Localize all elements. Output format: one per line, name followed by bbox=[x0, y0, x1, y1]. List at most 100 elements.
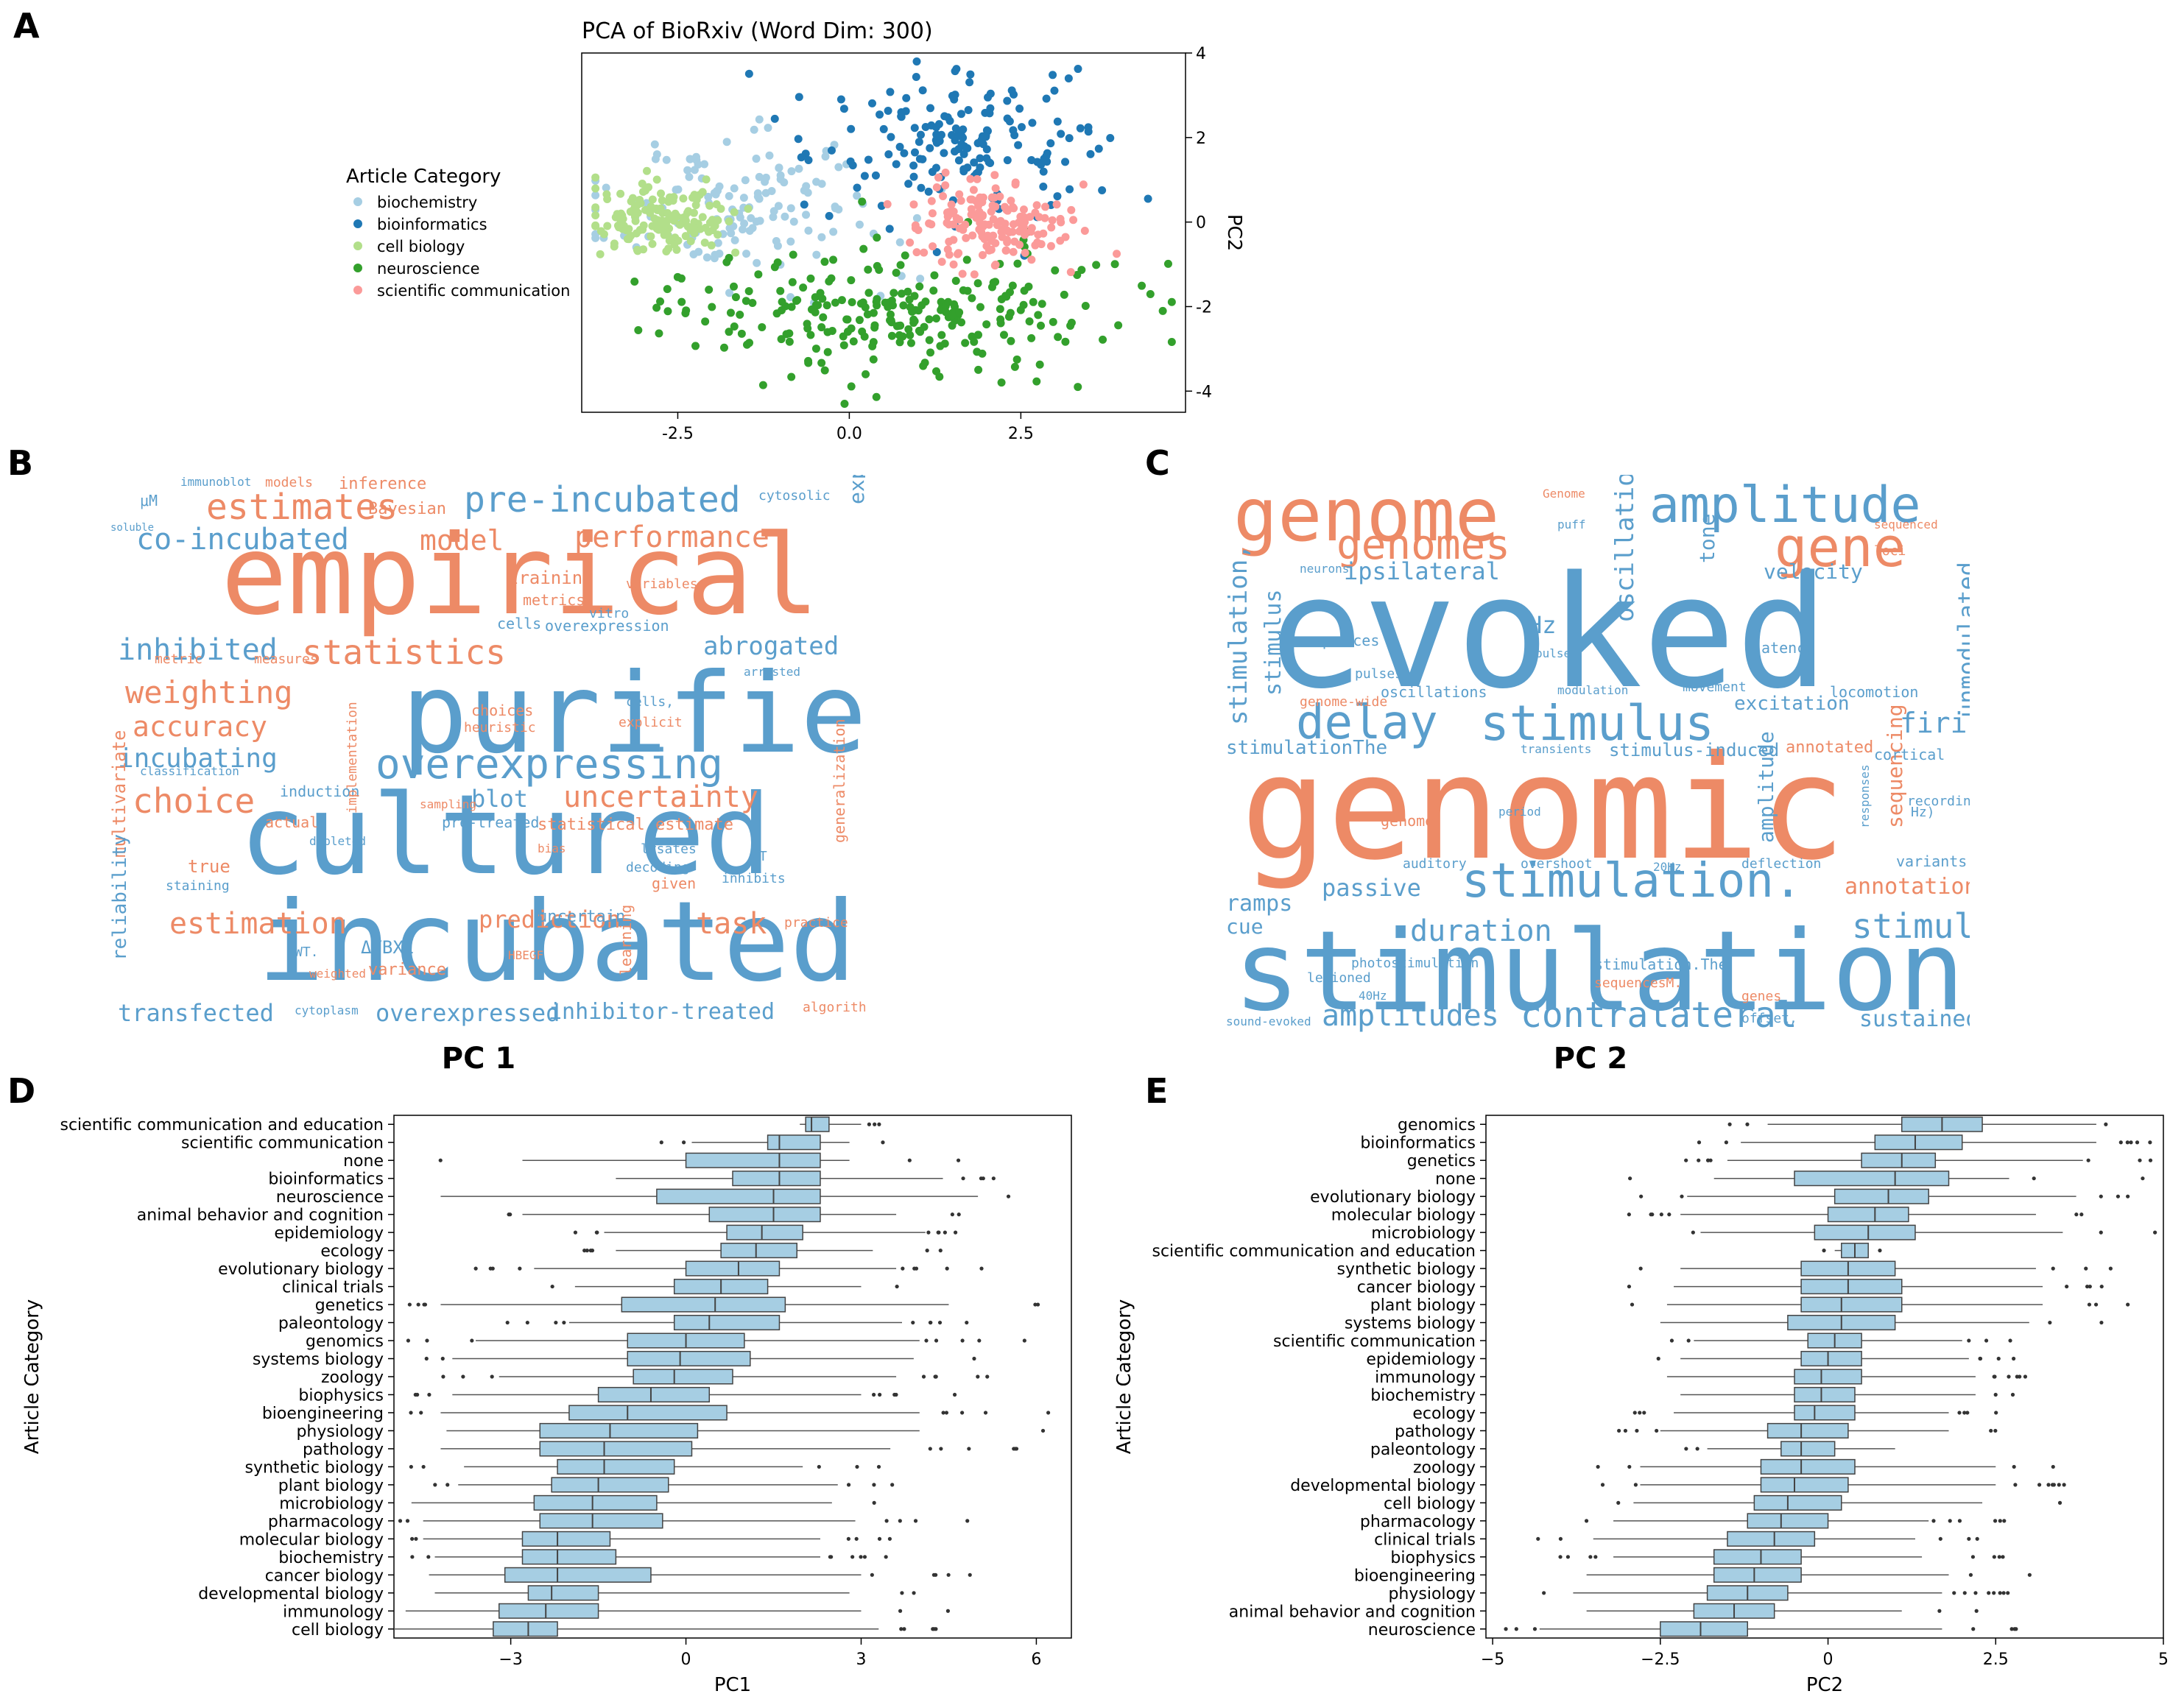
scatter-point bbox=[662, 247, 671, 256]
scatter-point bbox=[714, 230, 722, 239]
scatter-point bbox=[780, 178, 789, 187]
word-61: 40Hz bbox=[1359, 989, 1387, 1003]
box bbox=[1794, 1171, 1950, 1187]
scatter-point bbox=[918, 155, 927, 163]
word-75: soluble bbox=[110, 522, 155, 534]
scatter-point bbox=[1026, 227, 1035, 236]
word-37: latency bbox=[1753, 639, 1815, 657]
scatter-point bbox=[648, 195, 657, 204]
outlier-point bbox=[1970, 1555, 1976, 1559]
scatter-point bbox=[714, 239, 722, 247]
outlier-point bbox=[1957, 1411, 1962, 1415]
outlier-point bbox=[976, 1374, 980, 1379]
outlier-point bbox=[1639, 1194, 1644, 1199]
scatter-point bbox=[932, 183, 941, 191]
box bbox=[726, 1224, 803, 1240]
panel-label-b: B bbox=[7, 443, 34, 483]
outlier-point bbox=[957, 1212, 961, 1217]
scatter-point bbox=[726, 308, 735, 317]
scatter-point bbox=[920, 248, 929, 257]
scatter-point bbox=[786, 237, 795, 246]
word-0: evoked bbox=[1270, 543, 1829, 723]
scatter-point bbox=[916, 130, 925, 139]
scatter-point bbox=[730, 184, 739, 193]
category-label: synthetic biology bbox=[245, 1458, 384, 1477]
legend-marker bbox=[353, 219, 362, 228]
scatter-point bbox=[947, 200, 956, 209]
scatter-point bbox=[677, 297, 686, 306]
word-14: annotation bbox=[1845, 874, 1970, 900]
scatter-point bbox=[843, 328, 852, 336]
wordcloud-pc2-label: PC 2 bbox=[1553, 1042, 1628, 1076]
scatter-point bbox=[787, 167, 796, 176]
scatter-point bbox=[670, 240, 679, 249]
scatter-point bbox=[811, 308, 820, 317]
x-tick-label: 0 bbox=[681, 1651, 691, 1669]
outlier-point bbox=[902, 1627, 906, 1631]
box bbox=[1827, 1207, 1909, 1223]
category-label: paleontology bbox=[1370, 1441, 1476, 1459]
category-label: microbiology bbox=[1371, 1224, 1476, 1243]
category-label: scientific communication bbox=[1273, 1332, 1476, 1351]
outlier-point bbox=[2138, 1158, 2142, 1162]
scatter-point bbox=[937, 331, 946, 339]
scatter-point bbox=[886, 88, 895, 96]
outlier-point bbox=[977, 1338, 982, 1343]
outlier-point bbox=[2010, 1392, 2015, 1397]
outlier-point bbox=[960, 1411, 965, 1415]
scatter-point bbox=[1049, 317, 1057, 326]
scatter-point bbox=[978, 349, 987, 358]
word-55: given bbox=[652, 875, 697, 892]
scatter-point bbox=[739, 194, 748, 202]
scatter-point bbox=[730, 282, 739, 291]
scatter-point bbox=[722, 138, 731, 147]
x-tick-label: 0 bbox=[1823, 1651, 1833, 1669]
scatter-point bbox=[705, 285, 714, 294]
scatter-point bbox=[905, 295, 914, 304]
outlier-point bbox=[425, 1338, 429, 1343]
scatter-point bbox=[1020, 286, 1029, 295]
outlier-point bbox=[872, 1392, 876, 1397]
outlier-point bbox=[1628, 1176, 1632, 1181]
scatter-point bbox=[710, 188, 719, 197]
outlier-point bbox=[405, 1519, 410, 1523]
outlier-point bbox=[1937, 1609, 1942, 1613]
outlier-point bbox=[1962, 1411, 1967, 1415]
scatter-point bbox=[1046, 139, 1055, 148]
outlier-point bbox=[407, 1302, 412, 1307]
word-72: implementation bbox=[345, 702, 360, 813]
scatter-point bbox=[1017, 123, 1026, 132]
scatter-point bbox=[957, 110, 965, 119]
outlier-point bbox=[1536, 1536, 1540, 1541]
scatter-point bbox=[754, 270, 763, 279]
panel-label-a: A bbox=[13, 6, 40, 46]
scatter-point bbox=[1061, 158, 1070, 166]
word-17: velocity bbox=[1764, 559, 1863, 584]
scatter-point bbox=[753, 192, 762, 201]
category-label: epidemiology bbox=[1366, 1351, 1476, 1369]
scatter-point bbox=[698, 213, 707, 222]
word-44: auditory bbox=[1403, 856, 1467, 872]
outlier-point bbox=[2074, 1212, 2079, 1217]
word-56: loci bbox=[1874, 543, 1906, 559]
category-label: none bbox=[343, 1152, 384, 1171]
scatter-point bbox=[892, 322, 901, 331]
outlier-point bbox=[898, 1519, 902, 1523]
scatter-point bbox=[970, 270, 979, 279]
scatter-point bbox=[1146, 289, 1155, 298]
scatter-point bbox=[917, 183, 926, 192]
scatter-point bbox=[1041, 202, 1050, 211]
scatter-point bbox=[915, 138, 923, 147]
scatter-point bbox=[966, 174, 975, 183]
scatter-point bbox=[804, 155, 813, 164]
scatter-point bbox=[725, 217, 733, 226]
outlier-point bbox=[573, 1230, 578, 1235]
outlier-point bbox=[1727, 1122, 1732, 1126]
outlier-point bbox=[1565, 1555, 1571, 1559]
word-27: reliability bbox=[110, 833, 131, 961]
outlier-point bbox=[2032, 1176, 2036, 1181]
outlier-point bbox=[1542, 1591, 1546, 1595]
outlier-point bbox=[1992, 1591, 1996, 1595]
scatter-point bbox=[1047, 223, 1056, 232]
scatter-point bbox=[776, 286, 785, 295]
